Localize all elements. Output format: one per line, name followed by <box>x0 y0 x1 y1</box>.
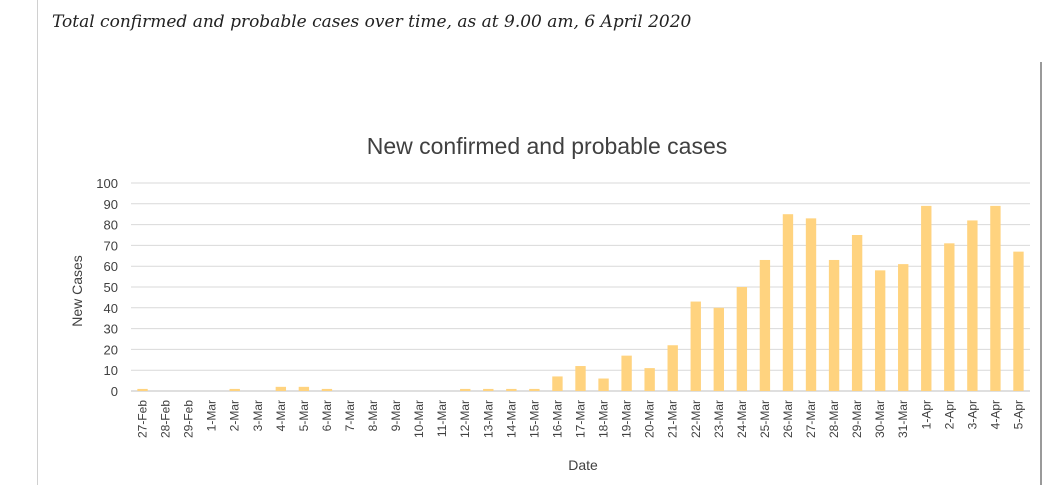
y-tick-label: 70 <box>104 238 118 253</box>
y-tick-label: 10 <box>104 363 118 378</box>
y-tick-label: 80 <box>104 218 118 233</box>
x-tick-label: 22-Mar <box>689 400 703 438</box>
bar <box>782 214 794 391</box>
bar <box>298 386 310 391</box>
bar <box>598 378 609 391</box>
x-tick-label: 29-Mar <box>850 400 864 438</box>
chart-title: New confirmed and probable cases <box>367 133 728 159</box>
y-tick-label: 100 <box>96 176 118 191</box>
x-tick-label: 15-Mar <box>527 400 541 438</box>
left-border <box>37 0 38 485</box>
x-tick-label: 21-Mar <box>666 400 680 438</box>
x-tick-label: 17-Mar <box>574 400 588 438</box>
bar <box>690 301 701 391</box>
x-tick-label: 29-Feb <box>182 400 196 438</box>
x-tick-label: 2-Apr <box>942 400 956 429</box>
y-tick-label: 60 <box>104 259 118 274</box>
bar <box>460 388 471 391</box>
y-tick-label: 30 <box>104 322 118 337</box>
x-axis-ticks: 27-Feb 28-Feb 29-Feb 1-Mar 2-Mar 3-Mar 4-Mar 5-… <box>136 400 1026 438</box>
x-tick-label: 26-Mar <box>781 400 795 438</box>
x-tick-label: 6-Mar <box>320 400 334 431</box>
x-tick-label: 27-Feb <box>136 400 150 438</box>
bar <box>506 388 517 391</box>
x-tick-label: 12-Mar <box>458 400 472 438</box>
x-tick-label: 3-Mar <box>251 400 265 431</box>
bar <box>805 218 817 391</box>
x-tick-label: 31-Mar <box>896 400 910 438</box>
x-tick-label: 4-Mar <box>274 400 288 431</box>
x-tick-label: 27-Mar <box>804 400 818 438</box>
gridlines <box>131 182 1030 392</box>
x-tick-label: 14-Mar <box>504 400 518 438</box>
bar <box>321 388 333 391</box>
bar <box>713 307 724 391</box>
bar <box>667 345 678 391</box>
y-axis-ticks: 0 10 20 30 40 50 60 70 80 90 100 <box>96 176 118 399</box>
x-tick-label: 13-Mar <box>481 400 495 438</box>
bar <box>921 205 932 391</box>
x-tick-label: 30-Mar <box>873 400 887 438</box>
bar <box>851 235 863 391</box>
y-axis-label: New Cases <box>69 255 85 327</box>
bar <box>736 287 748 391</box>
x-tick-label: 16-Mar <box>550 400 564 438</box>
x-tick-label: 1-Apr <box>919 400 933 429</box>
x-tick-label: 24-Mar <box>735 400 749 438</box>
bar <box>483 388 494 391</box>
x-tick-label: 28-Feb <box>159 400 173 438</box>
bar <box>1013 251 1024 391</box>
x-tick-label: 19-Mar <box>620 400 634 438</box>
x-tick-label: 20-Mar <box>643 400 657 438</box>
x-tick-label: 23-Mar <box>712 400 726 438</box>
bar <box>759 259 771 391</box>
x-tick-label: 3-Apr <box>965 400 979 429</box>
x-tick-label: 10-Mar <box>412 400 426 438</box>
x-tick-label: 25-Mar <box>758 400 772 438</box>
bar <box>229 388 240 391</box>
bars <box>137 205 1024 391</box>
bar <box>529 388 540 391</box>
y-tick-label: 40 <box>104 301 118 316</box>
bar <box>621 355 632 391</box>
y-tick-label: 20 <box>104 342 118 357</box>
bar <box>828 259 840 391</box>
x-tick-label: 28-Mar <box>827 400 841 438</box>
y-tick-label: 90 <box>104 197 118 212</box>
bar <box>644 368 655 391</box>
bar <box>967 220 978 391</box>
x-tick-label: 8-Mar <box>366 400 380 431</box>
y-tick-label: 0 <box>111 384 118 399</box>
bar <box>137 388 148 391</box>
x-tick-label: 1-Mar <box>205 400 219 431</box>
x-tick-label: 5-Mar <box>297 400 311 431</box>
bar <box>944 243 955 391</box>
bar <box>898 264 909 391</box>
x-tick-label: 2-Mar <box>228 400 242 431</box>
x-axis-label: Date <box>568 457 598 473</box>
figure-caption: Total confirmed and probable cases over … <box>52 12 692 32</box>
bar <box>575 366 586 391</box>
x-tick-label: 7-Mar <box>343 400 357 431</box>
bar <box>990 205 1001 391</box>
bar <box>552 376 563 391</box>
x-tick-label: 9-Mar <box>389 400 403 431</box>
x-tick-label: 11-Mar <box>435 400 449 437</box>
x-tick-label: 18-Mar <box>597 400 611 438</box>
bar <box>874 270 886 391</box>
right-border <box>1040 62 1042 485</box>
bar <box>275 386 287 391</box>
y-tick-label: 50 <box>104 280 118 295</box>
x-tick-label: 4-Apr <box>988 400 1002 429</box>
x-tick-label: 5-Apr <box>1011 400 1025 429</box>
